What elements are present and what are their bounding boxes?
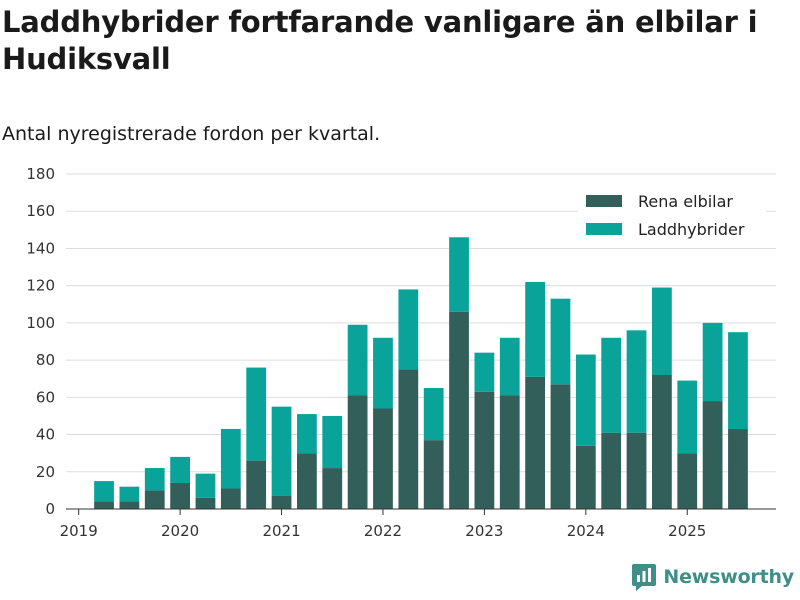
bar-laddhybrider bbox=[373, 337, 393, 409]
y-tick-label: 40 bbox=[36, 426, 55, 444]
bar-laddhybrider bbox=[297, 414, 317, 454]
bar-laddhybrider bbox=[220, 428, 241, 489]
bar-laddhybrider bbox=[601, 337, 622, 433]
bar-rena-elbilar bbox=[347, 395, 368, 509]
bar-laddhybrider bbox=[347, 324, 368, 396]
x-axis: 2019 2020 2021 2022 2023 2024 2025 bbox=[60, 508, 776, 540]
y-tick-label: 100 bbox=[26, 314, 55, 332]
bar-rena-elbilar bbox=[246, 460, 267, 509]
legend-swatch-laddhybrider bbox=[586, 223, 622, 235]
bar-rena-elbilar bbox=[449, 311, 469, 509]
bar-rena-elbilar bbox=[170, 482, 190, 509]
y-tick-label: 140 bbox=[26, 239, 55, 257]
x-tick-label: 2024 bbox=[567, 522, 605, 540]
bar-laddhybrider bbox=[322, 415, 343, 469]
bar-laddhybrider bbox=[550, 298, 571, 385]
bar-laddhybrider bbox=[652, 287, 672, 375]
y-tick-label: 60 bbox=[36, 388, 55, 406]
bar-laddhybrider bbox=[398, 289, 419, 370]
chart-title: Laddhybrider fortfarande vanligare än el… bbox=[2, 5, 758, 76]
bar-rena-elbilar bbox=[144, 490, 165, 509]
bar-laddhybrider bbox=[728, 332, 748, 429]
y-tick-label: 180 bbox=[26, 165, 55, 183]
bar-rena-elbilar bbox=[474, 391, 495, 509]
bar-rena-elbilar bbox=[220, 488, 241, 509]
x-tick-label: 2020 bbox=[161, 522, 199, 540]
bar-laddhybrider bbox=[423, 388, 444, 441]
bar-rena-elbilar bbox=[550, 384, 571, 509]
bar-laddhybrider bbox=[170, 456, 190, 483]
bar-rena-elbilar bbox=[525, 376, 545, 509]
bar-laddhybrider bbox=[702, 322, 723, 402]
legend-label-laddhybrider: Laddhybrider bbox=[638, 220, 745, 239]
bar-rena-elbilar bbox=[423, 440, 444, 509]
y-tick-label: 160 bbox=[26, 202, 55, 220]
bar-rena-elbilar bbox=[297, 453, 317, 509]
newsworthy-wordmark: Newsworthy bbox=[663, 566, 794, 588]
bar-laddhybrider bbox=[119, 486, 140, 502]
legend: Rena elbilar Laddhybrider bbox=[578, 183, 766, 247]
bar-rena-elbilar bbox=[601, 432, 622, 509]
newsworthy-logo: Newsworthy bbox=[631, 562, 794, 592]
bar-rena-elbilar bbox=[652, 375, 672, 509]
bar-rena-elbilar bbox=[626, 432, 647, 509]
bar-laddhybrider bbox=[677, 380, 698, 454]
y-tick-label: 120 bbox=[26, 277, 55, 295]
y-tick-label: 20 bbox=[36, 463, 55, 481]
bar-laddhybrider bbox=[195, 473, 216, 498]
x-tick-label: 2021 bbox=[262, 522, 300, 540]
bar-rena-elbilar bbox=[119, 501, 140, 509]
y-tick-label: 80 bbox=[36, 351, 55, 369]
bar-rena-elbilar bbox=[271, 495, 292, 509]
bar-rena-elbilar bbox=[702, 401, 723, 509]
bar-laddhybrider bbox=[626, 330, 647, 433]
bar-laddhybrider bbox=[144, 468, 165, 491]
bar-laddhybrider bbox=[474, 352, 495, 392]
legend-label-rena-elbilar: Rena elbilar bbox=[638, 192, 733, 211]
x-tick-label: 2019 bbox=[60, 522, 98, 540]
legend-swatch-rena-elbilar bbox=[586, 195, 622, 207]
y-tick-label: 0 bbox=[45, 500, 55, 518]
bar-laddhybrider bbox=[499, 337, 520, 396]
bar-laddhybrider bbox=[94, 481, 114, 502]
bar-laddhybrider bbox=[271, 406, 292, 496]
bars bbox=[94, 237, 748, 509]
bar-rena-elbilar bbox=[728, 428, 748, 509]
bar-laddhybrider bbox=[246, 367, 267, 461]
x-tick-label: 2022 bbox=[364, 522, 402, 540]
bar-rena-elbilar bbox=[322, 468, 343, 509]
bar-laddhybrider bbox=[525, 281, 545, 377]
y-axis-ticks: 0 20 40 60 80 100 120 140 160 180 bbox=[26, 165, 55, 518]
newsworthy-logo-icon bbox=[632, 564, 657, 591]
bar-laddhybrider bbox=[449, 237, 469, 312]
bar-rena-elbilar bbox=[195, 497, 216, 509]
bar-rena-elbilar bbox=[94, 501, 114, 509]
x-tick-label: 2023 bbox=[465, 522, 503, 540]
bar-rena-elbilar bbox=[398, 369, 419, 509]
bar-laddhybrider bbox=[575, 354, 596, 446]
bar-rena-elbilar bbox=[373, 408, 393, 509]
bar-rena-elbilar bbox=[677, 453, 698, 509]
bar-rena-elbilar bbox=[499, 395, 520, 509]
x-tick-label: 2025 bbox=[668, 522, 706, 540]
bar-rena-elbilar bbox=[575, 445, 596, 509]
legend-background bbox=[578, 183, 766, 247]
chart-subtitle: Antal nyregistrerade fordon per kvartal. bbox=[2, 123, 381, 145]
